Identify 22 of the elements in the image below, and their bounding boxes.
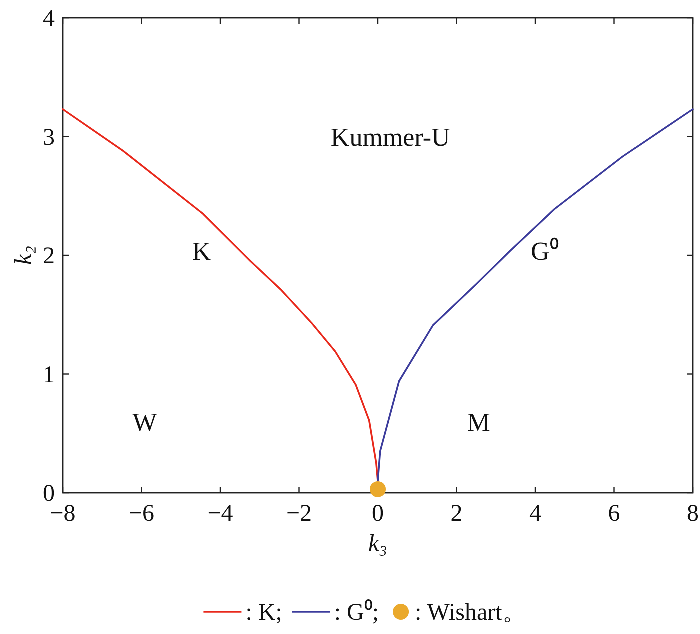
x-axis-title: k₃ — [368, 531, 388, 557]
y-tick-label: 1 — [43, 362, 55, 388]
x-tick-label: 8 — [687, 501, 699, 527]
annotation: K — [192, 236, 212, 266]
y-axis-title: k₂ — [11, 246, 37, 265]
annotation: W — [132, 408, 158, 437]
legend-label: : Wishart。 — [415, 600, 526, 626]
x-tick-label: −2 — [286, 501, 312, 527]
x-tick-label: −6 — [128, 501, 155, 527]
y-tick-label: 2 — [43, 244, 55, 270]
annotation: M — [467, 408, 490, 437]
x-tick-label: 0 — [372, 501, 384, 527]
y-tick-label: 4 — [43, 6, 55, 32]
legend-label: : G⁰; — [334, 599, 380, 626]
annotation: G⁰ — [531, 236, 559, 266]
x-tick-label: 2 — [450, 501, 463, 527]
x-tick-label: 4 — [530, 501, 542, 527]
annotation: Kummer-U — [330, 122, 450, 152]
x-tick-label: 6 — [608, 501, 620, 527]
x-tick-label: −4 — [208, 501, 234, 527]
legend-label: : K; — [246, 600, 282, 626]
y-tick-label: 3 — [43, 124, 55, 151]
